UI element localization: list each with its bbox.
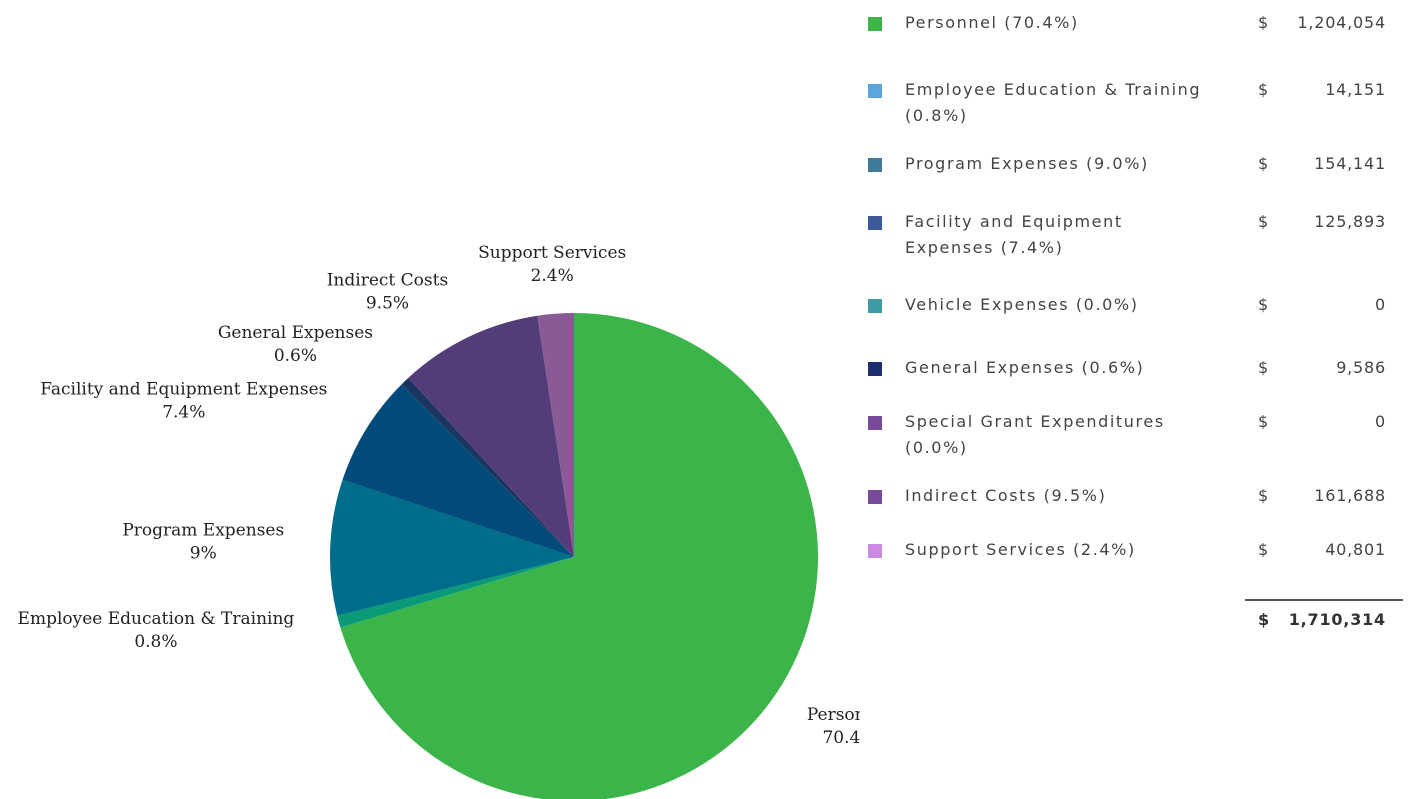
row-amount: 40,801 [1325,540,1386,559]
pie-slice [408,315,574,557]
legend-swatch [868,216,882,230]
slice-name: General Expenses [218,323,373,343]
pie-slice [330,479,574,616]
slice-name: Indirect Costs [327,271,448,291]
slice-label: General Expenses 0.6% [218,323,373,366]
row-amount: 125,893 [1314,212,1386,231]
legend-swatch [868,362,882,376]
slice-label: Indirect Costs 9.5% [327,271,448,314]
slice-name: Employee Education & Training [18,609,295,629]
slice-percent: 7.4% [162,402,205,422]
pie-slice [337,557,574,628]
slice-label: Personnel 70.4% [807,705,860,748]
row-currency: $ [1258,212,1270,231]
slice-name: Facility and Equipment Expenses [40,379,327,399]
row-amount: 14,151 [1325,80,1386,99]
total-amount: 1,710,314 [1288,610,1386,629]
row-amount: 154,141 [1314,154,1386,173]
row-label: Employee Education & Training (0.8%) [905,80,1202,125]
row-currency: $ [1258,486,1270,505]
row-amount: 1,204,054 [1297,13,1386,32]
slice-label: Support Services 2.4% [478,243,626,286]
slice-name: Personnel [807,705,860,725]
legend-swatch [868,84,882,98]
pie-slice [401,377,574,557]
row-currency: $ [1258,80,1270,99]
slice-name: Program Expenses [122,521,284,541]
slice-percent: 9.5% [366,294,409,314]
total-currency: $ [1258,610,1271,629]
row-currency: $ [1258,154,1270,173]
pie-slice [342,384,574,557]
row-amount: 0 [1375,412,1386,431]
row-amount: 9,586 [1336,358,1386,377]
slice-percent: 9% [190,544,217,564]
slice-percent: 0.6% [274,346,317,366]
pie-slice [537,313,574,557]
row-label: Indirect Costs (9.5%) [905,486,1107,505]
row-currency: $ [1258,540,1270,559]
row-currency: $ [1258,412,1270,431]
row-label: Personnel (70.4%) [905,13,1079,32]
slice-name: Support Services [478,243,626,263]
row-currency: $ [1258,13,1270,32]
legend-swatch [868,490,882,504]
row-amount: 161,688 [1314,486,1386,505]
row-label: Support Services (2.4%) [905,540,1136,559]
chart: Personnel 70.4% Employee Education & Train… [18,243,860,799]
legend-swatch [868,544,882,558]
slice-percent: 0.8% [134,632,177,652]
slice-label: Facility and Equipment Expenses 7.4% [40,379,327,422]
row-label: Program Expenses (9.0%) [905,154,1149,173]
row-amount: 0 [1375,295,1386,314]
slice-percent: 2.4% [531,266,574,286]
slice-label: Program Expenses 9% [122,521,284,564]
row-currency: $ [1258,358,1270,377]
row-label: Special Grant Expenditures (0.0%) [905,412,1165,457]
legend-swatch [868,416,882,430]
row-currency: $ [1258,295,1270,314]
legend-swatch [868,158,882,172]
row-label: Vehicle Expenses (0.0%) [905,295,1139,314]
legend-swatch [868,299,882,313]
slice-percent: 70.4% [822,728,860,748]
slice-label: Employee Education & Training 0.8% [18,609,295,652]
legend-swatch [868,17,882,31]
row-label: Facility and Equipment Expenses (7.4%) [905,212,1123,257]
pie-slice [340,313,818,799]
row-label: General Expenses (0.6%) [905,358,1145,377]
total-rule [1245,599,1403,601]
